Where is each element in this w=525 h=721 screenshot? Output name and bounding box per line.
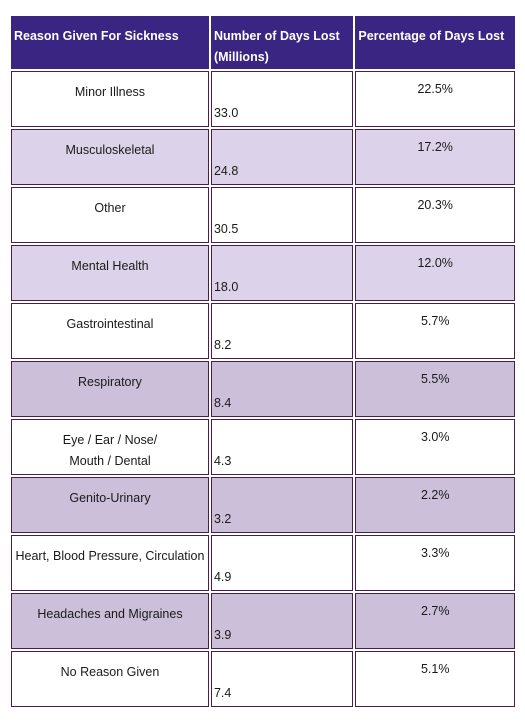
- table-row: Minor Illness 33.0 22.5%: [11, 71, 515, 127]
- days-lost-cell: 3.9: [210, 593, 354, 649]
- table-row: Respiratory 8.4 5.5%: [11, 361, 515, 417]
- percentage-cell: 5.5%: [355, 361, 515, 417]
- table-row: Headaches and Migraines 3.9 2.7%: [11, 593, 515, 649]
- percentage-cell: 22.5%: [355, 71, 515, 127]
- percentage-cell: 5.1%: [355, 651, 515, 707]
- percentage-cell: 12.0%: [355, 245, 515, 301]
- reason-cell: Other: [11, 187, 209, 243]
- header-days-lost: Number of Days Lost (Millions): [210, 16, 354, 69]
- table-header-row: Reason Given For Sickness Number of Days…: [11, 16, 515, 69]
- days-lost-cell: 8.2: [210, 303, 354, 359]
- days-lost-cell: 3.2: [210, 477, 354, 533]
- reason-cell: Genito-Urinary: [11, 477, 209, 533]
- table-body: Minor Illness 33.0 22.5% Musculoskeletal 24.…: [11, 71, 515, 707]
- percentage-cell: 5.7%: [355, 303, 515, 359]
- sickness-days-lost-table: Reason Given For Sickness Number of Days…: [9, 14, 517, 709]
- table-row: Other 30.5 20.3%: [11, 187, 515, 243]
- reason-cell: Eye / Ear / Nose/ Mouth / Dental: [11, 419, 209, 475]
- percentage-cell: 20.3%: [355, 187, 515, 243]
- reason-text: Genito-Urinary: [69, 491, 151, 505]
- reason-text: Heart, Blood Pressure, Circulation: [15, 549, 205, 563]
- table-row: Eye / Ear / Nose/ Mouth / Dental 4.3 3.0%: [11, 419, 515, 475]
- reason-text: No Reason Given: [60, 665, 160, 679]
- table-row: Gastrointestinal 8.2 5.7%: [11, 303, 515, 359]
- table-row: Musculoskeletal 24.8 17.2%: [11, 129, 515, 185]
- days-lost-cell: 30.5: [210, 187, 354, 243]
- percentage-cell: 3.0%: [355, 419, 515, 475]
- reason-cell: Headaches and Migraines: [11, 593, 209, 649]
- header-reason: Reason Given For Sickness: [11, 16, 209, 69]
- percentage-cell: 17.2%: [355, 129, 515, 185]
- reason-cell: No Reason Given: [11, 651, 209, 707]
- reason-text: Respiratory: [78, 375, 142, 389]
- days-lost-cell: 7.4: [210, 651, 354, 707]
- percentage-cell: 2.7%: [355, 593, 515, 649]
- days-lost-cell: 24.8: [210, 129, 354, 185]
- days-lost-cell: 33.0: [210, 71, 354, 127]
- days-lost-cell: 8.4: [210, 361, 354, 417]
- table-row: Heart, Blood Pressure, Circulation 4.9 3.3…: [11, 535, 515, 591]
- reason-text: Other: [94, 201, 126, 215]
- percentage-cell: 3.3%: [355, 535, 515, 591]
- reason-text: Eye / Ear / Nose/ Mouth / Dental: [62, 433, 158, 468]
- reason-text: Mental Health: [71, 259, 149, 273]
- percentage-cell: 2.2%: [355, 477, 515, 533]
- reason-text: Musculoskeletal: [65, 143, 155, 157]
- days-lost-cell: 18.0: [210, 245, 354, 301]
- table-row: Mental Health 18.0 12.0%: [11, 245, 515, 301]
- reason-cell: Minor Illness: [11, 71, 209, 127]
- reason-cell: Musculoskeletal: [11, 129, 209, 185]
- reason-text: Gastrointestinal: [66, 317, 154, 331]
- table-row: Genito-Urinary 3.2 2.2%: [11, 477, 515, 533]
- table-row: No Reason Given 7.4 5.1%: [11, 651, 515, 707]
- reason-text: Headaches and Migraines: [37, 607, 183, 621]
- reason-cell: Gastrointestinal: [11, 303, 209, 359]
- days-lost-cell: 4.3: [210, 419, 354, 475]
- reason-cell: Mental Health: [11, 245, 209, 301]
- header-percentage: Percentage of Days Lost: [355, 16, 515, 69]
- reason-text: Minor Illness: [74, 85, 146, 99]
- days-lost-cell: 4.9: [210, 535, 354, 591]
- reason-cell: Respiratory: [11, 361, 209, 417]
- reason-cell: Heart, Blood Pressure, Circulation: [11, 535, 209, 591]
